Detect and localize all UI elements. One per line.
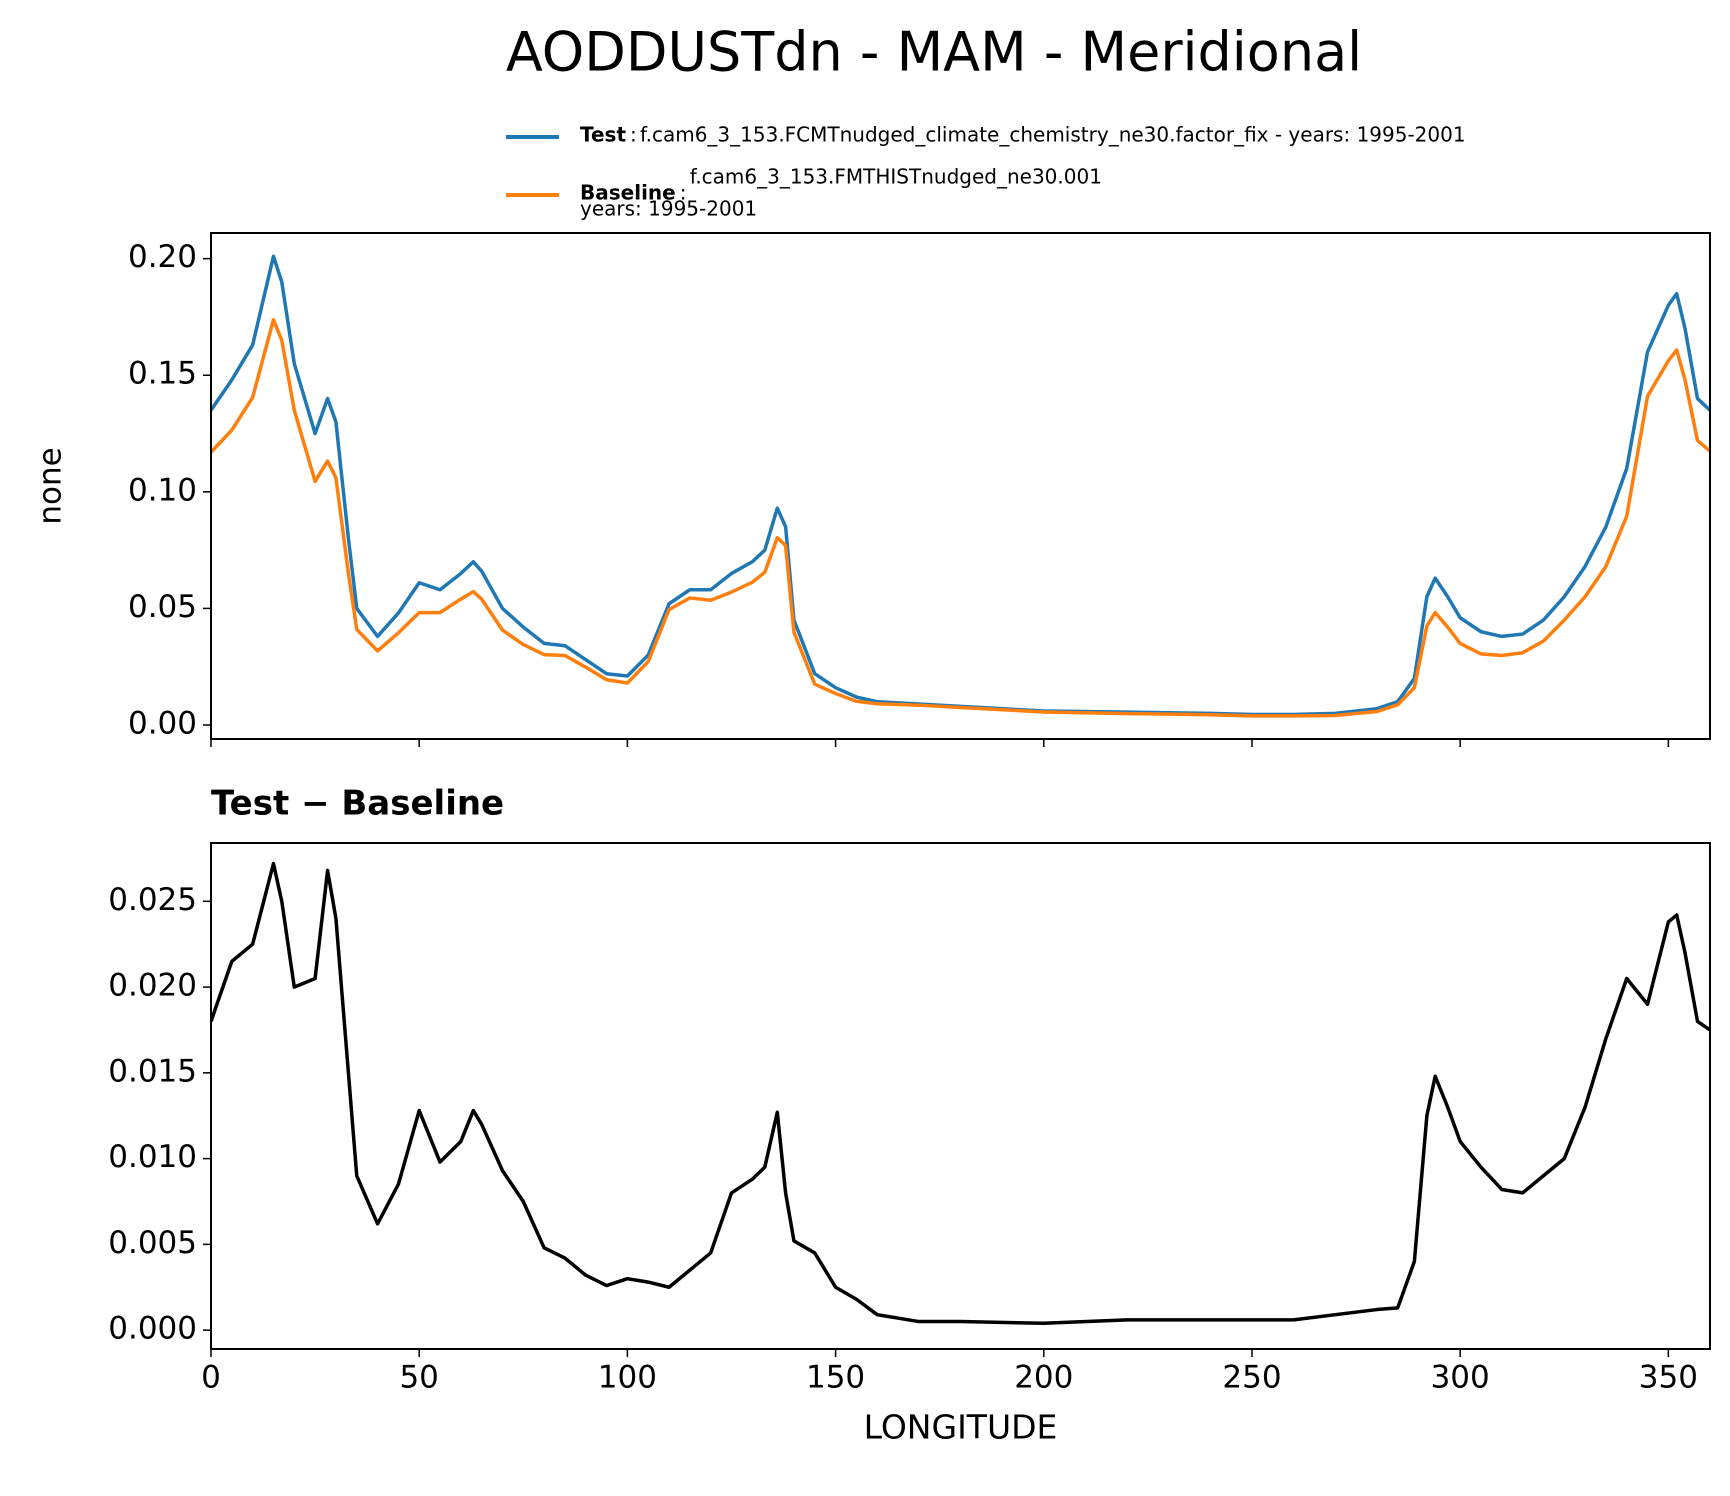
y-tick-label: 0.005: [108, 1225, 197, 1261]
x-tick-label: 0: [201, 1360, 221, 1396]
line: [211, 254, 1710, 717]
legend-sep: :: [680, 181, 687, 205]
legend-sep: :: [630, 123, 637, 147]
y-tick-label: 0.020: [108, 968, 197, 1004]
legend-description: f.cam6_3_153.FMTHISTnudged_ne30.001: [690, 165, 1102, 189]
y-tick-label: 0.15: [128, 356, 197, 392]
legend-description: f.cam6_3_153.FCMTnudged_climate_chemistr…: [640, 123, 1466, 147]
line: [211, 317, 1710, 718]
y-tick-label: 0.20: [128, 239, 197, 275]
x-tick-label: 250: [1222, 1360, 1281, 1396]
legend-name: Baseline: [580, 181, 676, 205]
y-tick-label: 0.025: [108, 882, 197, 918]
x-tick-label: 300: [1431, 1360, 1490, 1396]
legend-description: years: 1995-2001: [580, 197, 757, 221]
legend-name: Test: [580, 123, 626, 147]
x-tick-label: 100: [598, 1360, 657, 1396]
x-tick-label: 150: [806, 1360, 865, 1396]
line: [211, 861, 1710, 1326]
subplot-title: Test − Baseline: [211, 784, 504, 824]
plot-frame: [210, 842, 1711, 1350]
y-tick-label: 0.000: [108, 1311, 197, 1347]
y-axis-label: none: [33, 447, 69, 524]
y-tick-label: 0.05: [128, 589, 197, 625]
plot-frame: [210, 232, 1711, 740]
x-tick-label: 350: [1639, 1360, 1698, 1396]
x-axis-label: LONGITUDE: [864, 1408, 1058, 1447]
y-tick-label: 0.10: [128, 472, 197, 508]
figure-title: AODDUSTdn - MAM - Meridional: [506, 21, 1362, 84]
x-tick-label: 50: [399, 1360, 438, 1396]
y-tick-label: 0.010: [108, 1139, 197, 1175]
x-tick-label: 200: [1014, 1360, 1073, 1396]
y-tick-label: 0.015: [108, 1053, 197, 1089]
y-tick-label: 0.00: [128, 706, 197, 742]
